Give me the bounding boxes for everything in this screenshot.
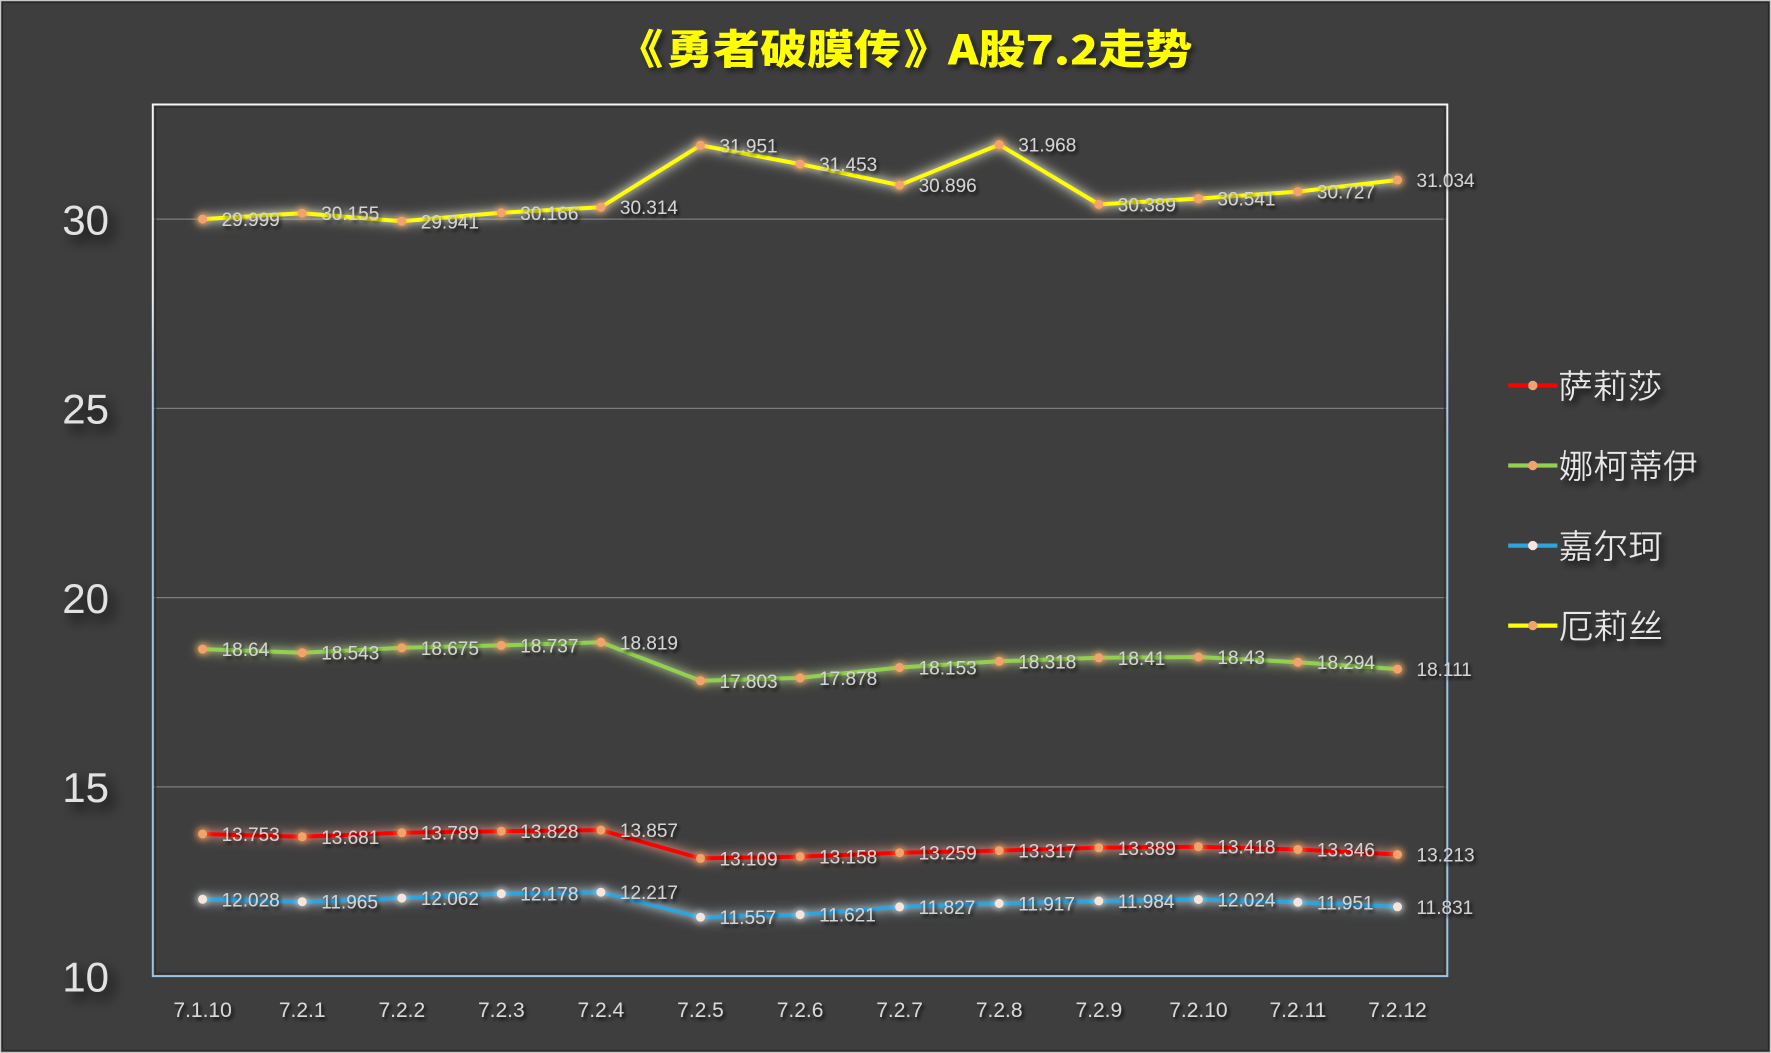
svg-text:13.789: 13.789: [421, 824, 479, 845]
svg-text:30.389: 30.389: [1118, 195, 1176, 216]
svg-text:13.857: 13.857: [620, 821, 678, 842]
svg-text:12.028: 12.028: [222, 890, 280, 911]
svg-text:30.896: 30.896: [919, 176, 977, 197]
svg-text:30: 30: [62, 196, 109, 243]
svg-text:29.941: 29.941: [421, 212, 479, 233]
svg-text:13.259: 13.259: [919, 844, 977, 865]
svg-text:13.158: 13.158: [819, 848, 877, 869]
svg-text:31.453: 31.453: [819, 155, 877, 176]
svg-text:11.917: 11.917: [1018, 895, 1075, 916]
svg-text:10: 10: [62, 953, 109, 1000]
svg-text:31.034: 31.034: [1417, 171, 1476, 192]
svg-text:31.951: 31.951: [720, 136, 778, 157]
svg-text:13.389: 13.389: [1118, 839, 1176, 860]
svg-text:13.109: 13.109: [720, 849, 778, 870]
svg-text:18.737: 18.737: [520, 636, 578, 657]
svg-text:7.2.6: 7.2.6: [777, 999, 824, 1022]
svg-text:7.2.7: 7.2.7: [876, 999, 923, 1022]
svg-text:11.831: 11.831: [1417, 898, 1474, 919]
svg-text:7.2.2: 7.2.2: [378, 999, 425, 1022]
svg-text:11.827: 11.827: [919, 898, 976, 919]
svg-text:13.418: 13.418: [1217, 838, 1275, 859]
svg-text:18.41: 18.41: [1118, 649, 1166, 670]
svg-text:13.213: 13.213: [1417, 846, 1475, 867]
svg-text:13.681: 13.681: [321, 828, 379, 849]
svg-text:7.2.12: 7.2.12: [1368, 999, 1426, 1022]
svg-text:30.541: 30.541: [1217, 190, 1275, 211]
svg-text:18.675: 18.675: [421, 639, 479, 660]
svg-text:30.155: 30.155: [321, 204, 379, 225]
svg-text:18.543: 18.543: [321, 644, 379, 665]
svg-text:12.178: 12.178: [520, 885, 578, 906]
svg-text:25: 25: [62, 386, 109, 433]
svg-text:18.111: 18.111: [1417, 660, 1472, 681]
svg-text:7.2.5: 7.2.5: [677, 999, 724, 1022]
svg-text:7.2.4: 7.2.4: [578, 999, 625, 1022]
svg-text:7.2.1: 7.2.1: [279, 999, 326, 1022]
svg-text:11.621: 11.621: [819, 906, 876, 927]
svg-text:30.314: 30.314: [620, 198, 679, 219]
svg-text:17.803: 17.803: [720, 672, 778, 693]
svg-text:11.984: 11.984: [1118, 892, 1175, 913]
svg-text:12.024: 12.024: [1217, 891, 1276, 912]
svg-text:7.2.10: 7.2.10: [1169, 999, 1227, 1022]
svg-text:11.965: 11.965: [321, 893, 378, 914]
svg-text:17.878: 17.878: [819, 669, 877, 690]
svg-text:12.062: 12.062: [421, 889, 479, 910]
svg-text:7.2.8: 7.2.8: [976, 999, 1023, 1022]
svg-text:13.346: 13.346: [1317, 841, 1375, 862]
svg-text:30.727: 30.727: [1317, 183, 1375, 204]
svg-text:11.557: 11.557: [720, 908, 777, 929]
svg-text:18.43: 18.43: [1217, 648, 1265, 669]
svg-text:13.753: 13.753: [222, 825, 280, 846]
svg-text:31.968: 31.968: [1018, 136, 1076, 157]
svg-text:11.951: 11.951: [1317, 893, 1374, 914]
svg-text:18.64: 18.64: [222, 640, 270, 661]
svg-text:15: 15: [62, 764, 109, 811]
svg-text:7.2.11: 7.2.11: [1269, 999, 1326, 1022]
svg-text:12.217: 12.217: [620, 883, 678, 904]
svg-text:18.153: 18.153: [919, 659, 977, 680]
svg-text:18.294: 18.294: [1317, 653, 1376, 674]
svg-text:7.2.3: 7.2.3: [478, 999, 525, 1022]
svg-text:30.166: 30.166: [520, 204, 578, 225]
svg-text:7.1.10: 7.1.10: [173, 999, 231, 1022]
svg-text:13.317: 13.317: [1018, 842, 1076, 863]
svg-text:29.999: 29.999: [222, 210, 280, 231]
svg-text:18.318: 18.318: [1018, 652, 1076, 673]
svg-text:13.828: 13.828: [520, 822, 578, 843]
svg-text:20: 20: [62, 575, 109, 622]
svg-text:7.2.9: 7.2.9: [1075, 999, 1122, 1022]
svg-text:18.819: 18.819: [620, 633, 678, 654]
